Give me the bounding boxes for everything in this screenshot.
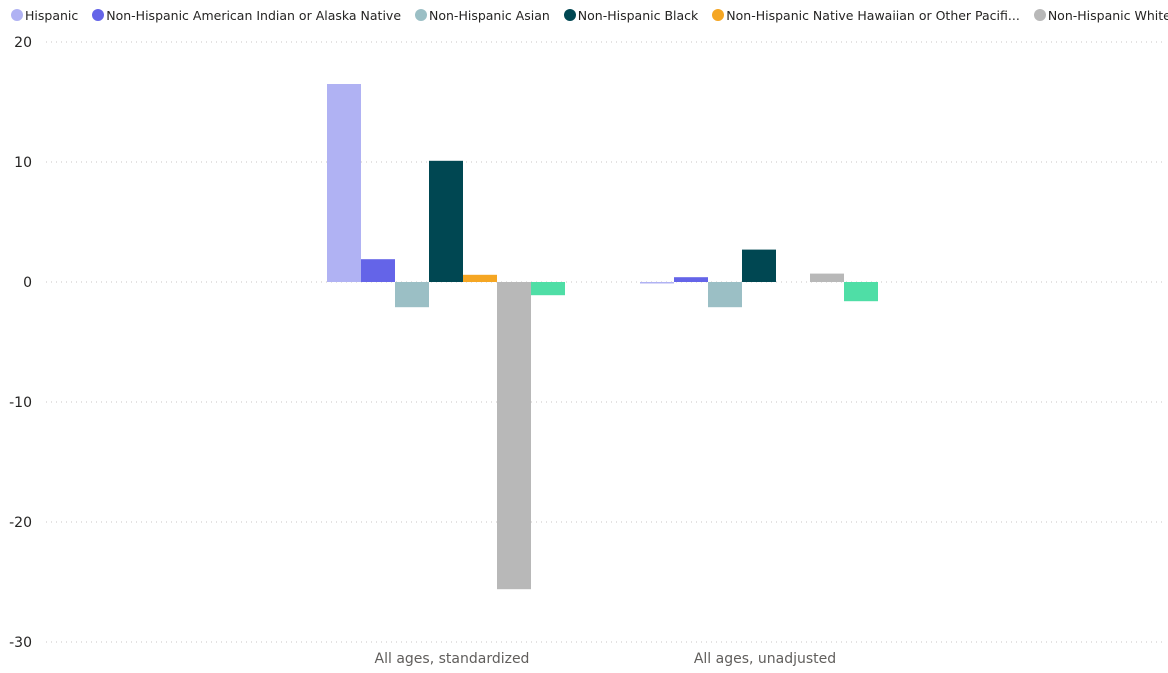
y-tick-label: -20 xyxy=(9,515,32,531)
bar[interactable] xyxy=(531,282,565,296)
bar[interactable] xyxy=(844,282,878,302)
y-tick-label: -10 xyxy=(9,395,32,411)
legend-marker xyxy=(563,9,576,21)
y-tick-label: 20 xyxy=(14,35,32,51)
bar[interactable] xyxy=(395,282,429,308)
bar[interactable] xyxy=(674,277,708,282)
legend-marker xyxy=(11,9,23,21)
y-tick-label: 10 xyxy=(14,155,32,171)
legend-label: Non-Hispanic Black xyxy=(577,7,699,23)
bar[interactable] xyxy=(810,273,844,282)
bar[interactable] xyxy=(429,160,463,282)
legend-label: Hispanic xyxy=(25,7,79,23)
bar[interactable] xyxy=(640,282,674,284)
legend-marker xyxy=(1033,9,1046,21)
legend-label: Non-Hispanic White xyxy=(1047,7,1168,23)
x-category-label: All ages, standardized xyxy=(375,651,530,667)
x-category-label: All ages, unadjusted xyxy=(694,651,836,667)
bar[interactable] xyxy=(361,259,395,282)
bar[interactable] xyxy=(742,249,776,282)
x-axis: All ages, standardized All ages, unadjust… xyxy=(375,651,837,667)
legend-item[interactable]: Non-Hispanic Native Hawaiian or Other Pa… xyxy=(701,8,1020,23)
bar[interactable] xyxy=(327,84,361,282)
chart-legend: Hispanic Non-Hispanic American Indian or … xyxy=(0,5,1168,25)
bar[interactable] xyxy=(463,274,497,282)
bars xyxy=(327,84,878,590)
legend-item[interactable]: Hispanic xyxy=(0,8,78,23)
legend-label: Non-Hispanic American Indian or Alaska N… xyxy=(106,7,402,23)
legend-label: Non-Hispanic Asian xyxy=(429,7,550,23)
gridlines xyxy=(46,41,1166,643)
y-axis: 20 10 0 -10 -20 -30 xyxy=(9,35,32,651)
bar[interactable] xyxy=(708,282,742,308)
legend-marker xyxy=(415,9,428,21)
legend-item[interactable]: Non-Hispanic Asian xyxy=(404,8,550,23)
legend-label: Non-Hispanic Native Hawaiian or Other Pa… xyxy=(726,7,1020,23)
y-tick-label: 0 xyxy=(23,275,32,291)
y-tick-label: -30 xyxy=(9,635,32,651)
legend-marker xyxy=(712,9,725,21)
bar[interactable] xyxy=(497,282,531,590)
legend-item[interactable]: Non-Hispanic Black xyxy=(553,8,698,23)
legend-item[interactable]: Non-Hispanic White xyxy=(1023,8,1168,23)
legend-item[interactable]: Non-Hispanic American Indian or Alaska N… xyxy=(81,8,401,23)
legend-marker xyxy=(92,9,105,21)
